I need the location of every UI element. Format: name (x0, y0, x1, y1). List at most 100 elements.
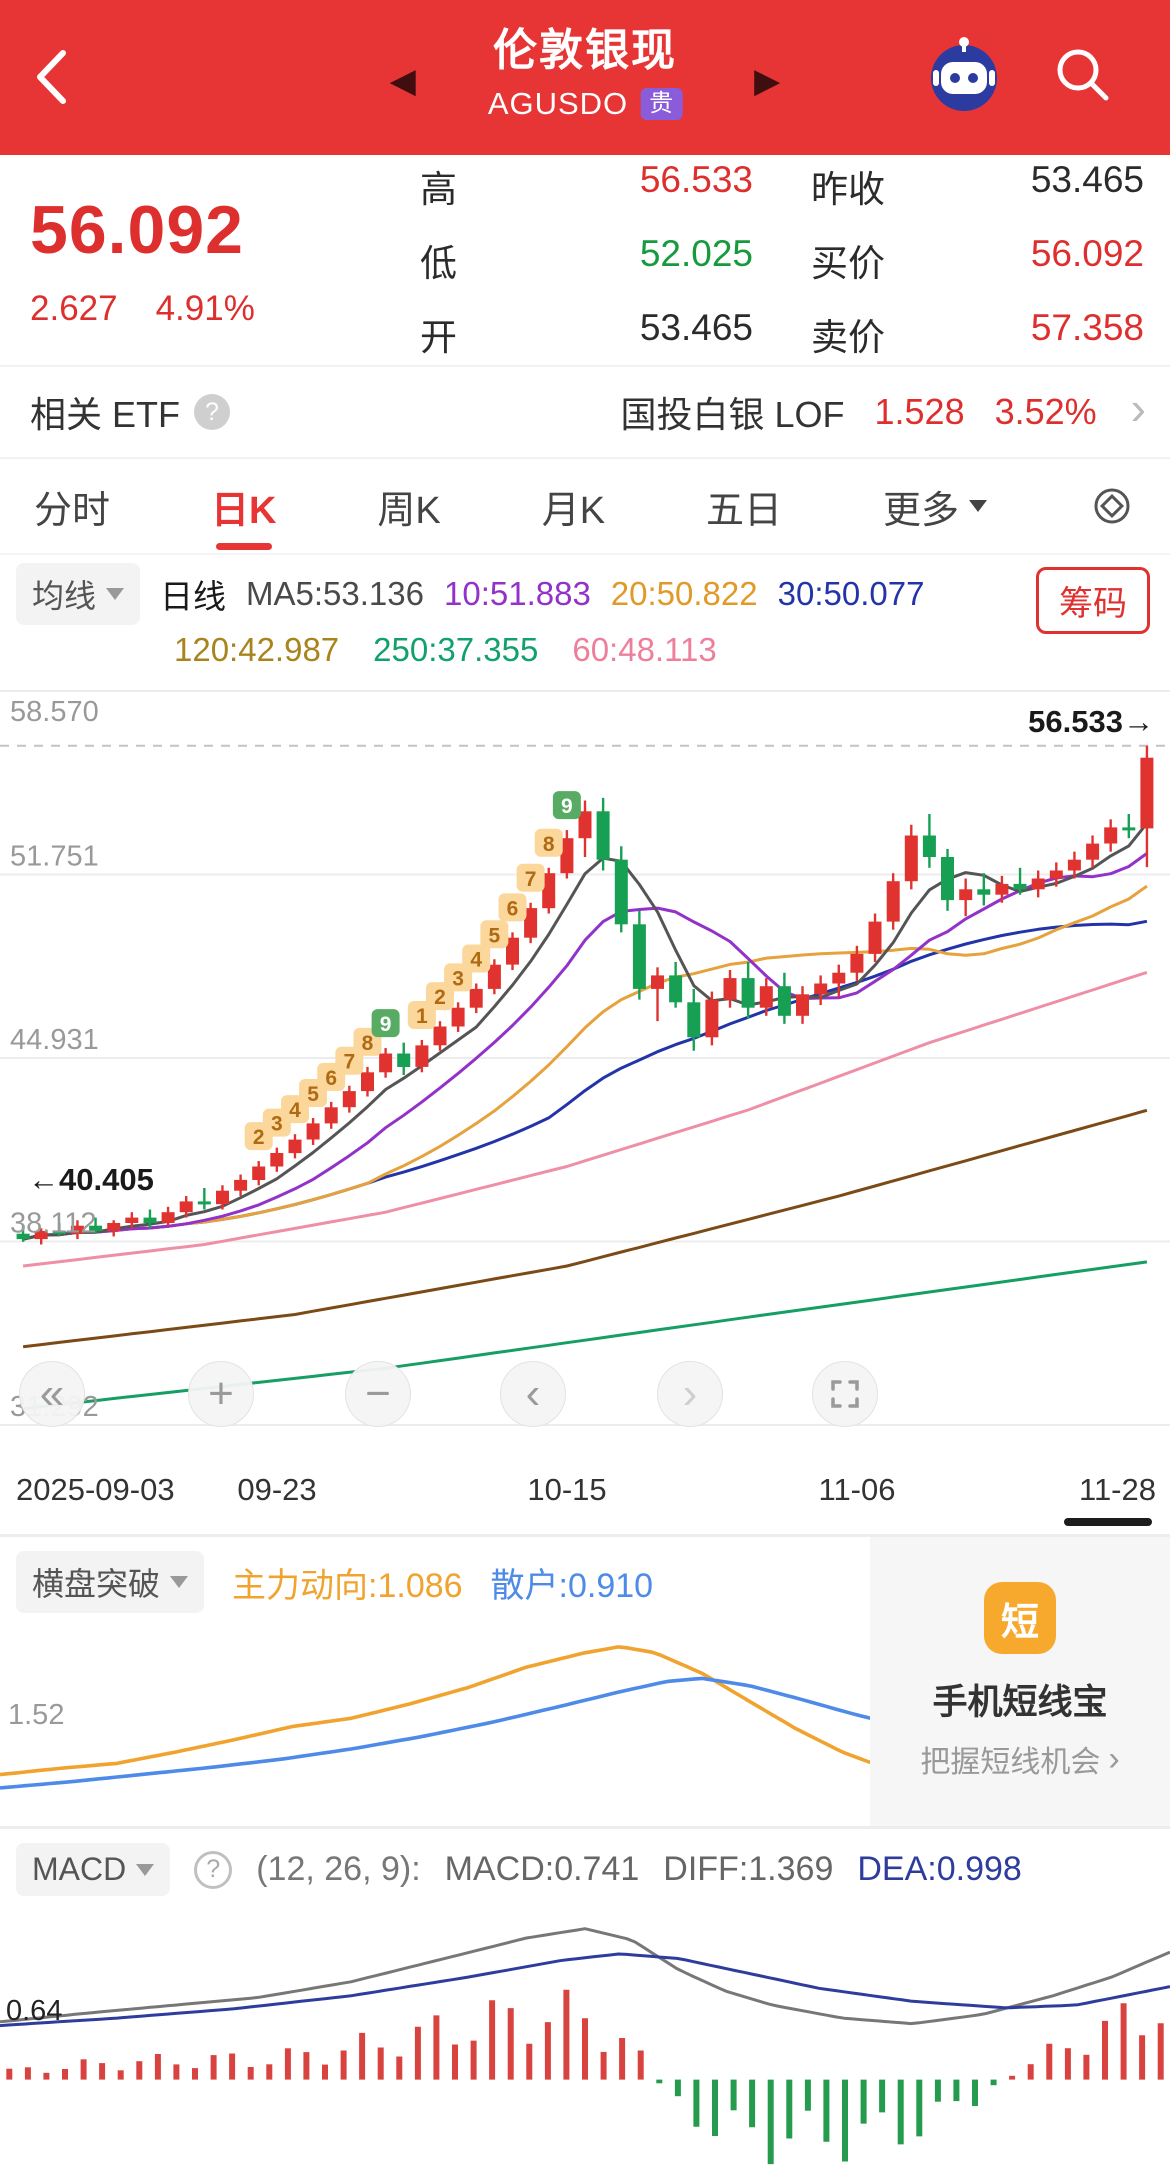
page-title: 伦敦银现 (492, 26, 677, 75)
help-icon[interactable]: ? (194, 394, 230, 430)
quote-table-right: 昨收 53.465 买价 56.092 卖价 57.358 (811, 155, 1144, 365)
chevron-down-icon (170, 1576, 189, 1588)
market-badge: 贵 (640, 87, 683, 121)
svg-text:4: 4 (470, 948, 482, 971)
ask-label: 卖价 (811, 317, 885, 358)
ma60-value: 60:48.113 (572, 631, 717, 668)
help-icon[interactable]: ? (194, 1850, 233, 1889)
svg-text:0.64: 0.64 (6, 1995, 62, 2027)
tab-weekly-k[interactable]: 周K (377, 489, 441, 532)
ma5-value: MA5:53.136 (246, 575, 424, 612)
short-line-promo-card[interactable]: 短 手机短线宝 把握短线机会 › (870, 1537, 1170, 1826)
svg-text:←40.405: ←40.405 (28, 1162, 154, 1197)
open-value: 53.465 (639, 307, 753, 348)
main-force-value: 主力动向:1.086 (232, 1566, 463, 1605)
diff-value: DIFF:1.369 (663, 1850, 834, 1888)
svg-text:1.52: 1.52 (8, 1699, 64, 1731)
related-etf-row[interactable]: 相关 ETF ? 国投白银 LOF 1.528 3.52% › (0, 365, 1170, 459)
quote-row-open: 开 53.465 (420, 307, 753, 361)
prev-close-value: 53.465 (1030, 159, 1144, 200)
chips-button[interactable]: 筹码 (1036, 567, 1150, 634)
svg-text:7: 7 (525, 868, 537, 891)
tab-fenshi[interactable]: 分时 (34, 489, 111, 532)
etf-change-pct: 3.52% (994, 391, 1097, 432)
svg-text:4: 4 (289, 1099, 301, 1122)
macd-header: MACD ? (12, 26, 9): MACD:0.741 DIFF:1.36… (0, 1829, 1170, 1896)
indicator-panel-breakout: 横盘突破 主力动向:1.086 散户:0.910 1.52 短 手机短线宝 把握… (0, 1534, 1170, 1826)
period-label: 日线 (160, 578, 227, 615)
svg-text:44.931: 44.931 (10, 1024, 99, 1056)
high-value: 56.533 (639, 159, 753, 200)
svg-text:51.751: 51.751 (10, 841, 99, 873)
svg-text:9: 9 (561, 795, 573, 818)
svg-text:56.533→: 56.533→ (1028, 704, 1154, 739)
macd-params: (12, 26, 9): (256, 1850, 421, 1888)
stock-symbol: AGUSDO (487, 86, 629, 121)
current-price: 56.092 (30, 192, 244, 268)
svg-text:58.570: 58.570 (10, 696, 99, 728)
promo-subtitle: 把握短线机会 (920, 1746, 1101, 1779)
svg-text:7: 7 (344, 1051, 356, 1074)
tab-monthly-k[interactable]: 月K (541, 489, 606, 532)
kline-toolbar: « + − ‹ › (0, 1361, 1170, 1431)
open-label: 开 (420, 317, 457, 358)
svg-text:9: 9 (380, 1013, 392, 1036)
chevron-right-icon[interactable]: › (1130, 382, 1146, 434)
related-etf-label: 相关 ETF (30, 394, 180, 435)
macd-panel: MACD ? (12, 26, 9): MACD:0.741 DIFF:1.36… (0, 1826, 1170, 2166)
x-label: 09-23 (237, 1472, 317, 1507)
pan-right-button[interactable]: › (657, 1361, 723, 1427)
app-header: ◀ 伦敦银现 AGUSDO 贵 ▶ (0, 0, 1170, 155)
fullscreen-button[interactable] (812, 1361, 878, 1427)
chevron-down-icon (136, 1863, 155, 1876)
zoom-in-button[interactable]: + (188, 1361, 254, 1427)
x-label: 2025-09-03 (16, 1472, 175, 1507)
tab-more[interactable]: 更多 (883, 458, 987, 554)
ma-dropdown-button[interactable]: 均线 (16, 563, 141, 625)
pan-left-button[interactable]: ‹ (500, 1361, 566, 1427)
retail-value: 散户:0.910 (490, 1566, 654, 1605)
scrollbar-indicator[interactable] (1064, 1518, 1152, 1526)
ma120-value: 120:42.987 (174, 631, 340, 668)
chart-settings-icon[interactable] (1088, 482, 1136, 530)
short-badge-icon: 短 (984, 1582, 1056, 1654)
ma20-value: 20:50.822 (610, 575, 758, 612)
quote-row-ask: 卖价 57.358 (811, 307, 1144, 361)
svg-text:1: 1 (416, 1005, 428, 1028)
chevron-down-icon (106, 588, 125, 600)
etf-quote-group[interactable]: 国投白银 LOF 1.528 3.52% › (620, 385, 1146, 439)
zoom-out-button[interactable]: − (345, 1361, 411, 1427)
assistant-robot-icon[interactable] (924, 36, 1004, 112)
indicator-panel-header: 横盘突破 主力动向:1.086 散户:0.910 (0, 1537, 1170, 1613)
ma10-value: 10:51.883 (443, 575, 591, 612)
x-label: 11-06 (818, 1472, 896, 1507)
next-stock-arrow-icon[interactable]: ▶ (754, 62, 781, 100)
tab-daily-k[interactable]: 日K (211, 458, 276, 554)
indicator-dropdown-button[interactable]: 横盘突破 (16, 1551, 205, 1613)
price-block: 56.092 2.627 4.91% (30, 155, 420, 365)
back-icon[interactable] (30, 46, 70, 108)
promo-title: 手机短线宝 (932, 1683, 1108, 1722)
ma30-value: 30:50.077 (777, 575, 925, 612)
tab-five-day[interactable]: 五日 (706, 489, 783, 532)
macd-chart[interactable]: 0.64 (0, 1898, 1170, 2166)
macd-value: MACD:0.741 (444, 1850, 640, 1888)
period-tab-bar: 分时 日K 周K 月K 五日 更多 (0, 459, 1170, 555)
price-change: 2.627 (30, 289, 118, 328)
search-icon[interactable] (1050, 42, 1114, 106)
expand-icon (831, 1380, 859, 1408)
svg-text:38.112: 38.112 (10, 1208, 97, 1240)
macd-dropdown-button[interactable]: MACD (16, 1843, 171, 1896)
prev-close-label: 昨收 (811, 169, 885, 210)
quote-row-high: 高 56.533 (420, 159, 753, 213)
x-label: 10-15 (527, 1472, 607, 1507)
svg-text:6: 6 (325, 1067, 337, 1090)
jump-start-button[interactable]: « (19, 1361, 85, 1427)
svg-text:3: 3 (452, 967, 464, 990)
svg-text:3: 3 (271, 1113, 283, 1136)
dea-value: DEA:0.998 (857, 1850, 1022, 1888)
svg-text:5: 5 (489, 924, 501, 947)
prev-stock-arrow-icon[interactable]: ◀ (389, 62, 416, 100)
